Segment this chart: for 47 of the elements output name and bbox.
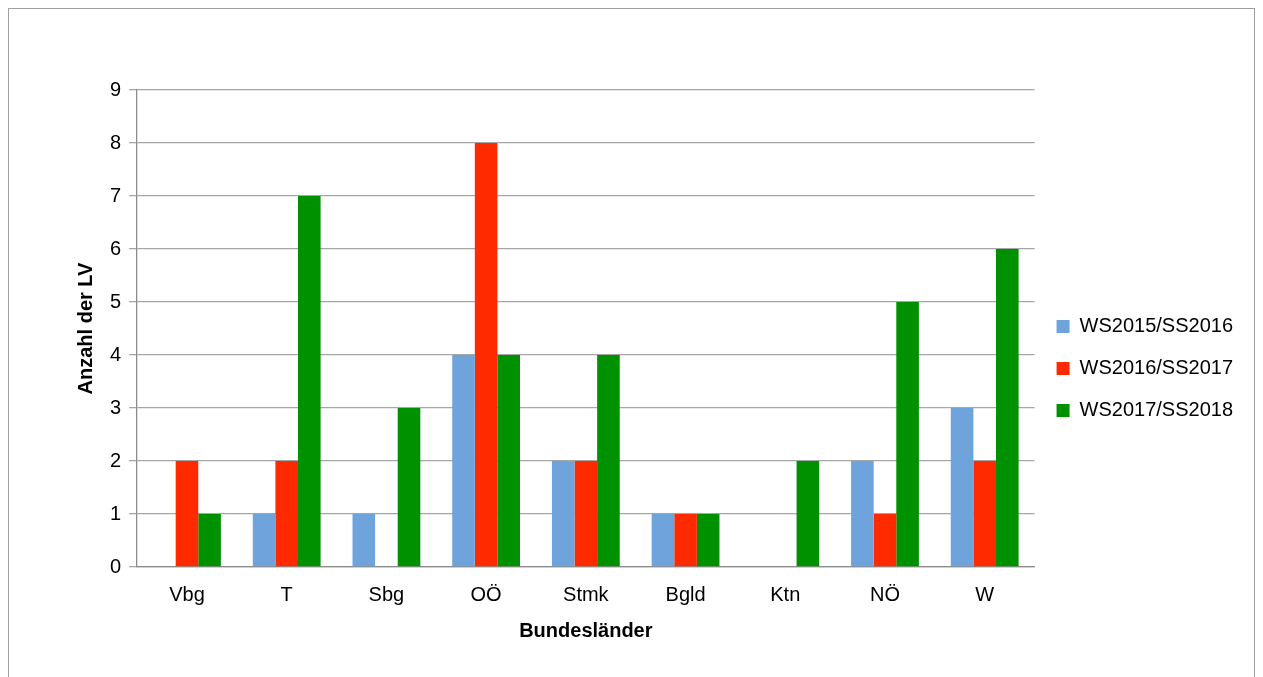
y-tick-label: 3 xyxy=(110,395,122,418)
y-tick-label: 8 xyxy=(110,130,122,153)
bar xyxy=(497,355,521,567)
y-tick-label: 7 xyxy=(110,183,122,206)
bar xyxy=(651,514,675,567)
bar xyxy=(298,196,321,567)
bar xyxy=(973,461,997,567)
bar xyxy=(474,143,498,567)
x-tick-label: T xyxy=(280,582,293,605)
bar xyxy=(574,461,598,567)
y-tick-label: 2 xyxy=(110,448,122,471)
bar xyxy=(252,514,276,567)
x-tick-label: Stmk xyxy=(563,582,610,605)
y-tick-label: 4 xyxy=(110,342,122,365)
y-tick-label: 5 xyxy=(110,289,122,312)
legend-label: WS2015/SS2016 xyxy=(1079,314,1233,337)
x-tick-label: OÖ xyxy=(470,582,502,605)
legend-label: WS2016/SS2017 xyxy=(1079,356,1233,379)
bar xyxy=(397,408,421,567)
bar xyxy=(452,355,475,567)
bar xyxy=(674,514,697,567)
bar xyxy=(796,461,820,567)
y-axis-title: Anzahl der LV xyxy=(73,261,96,395)
bar xyxy=(851,461,874,567)
y-tick-label: 1 xyxy=(110,501,122,524)
x-tick-label: Vbg xyxy=(169,582,205,605)
x-tick-label: W xyxy=(975,582,995,605)
legend-label: WS2017/SS2018 xyxy=(1079,398,1233,421)
bar xyxy=(950,408,974,567)
x-tick-label: Bgld xyxy=(665,582,706,605)
x-tick-label: Ktn xyxy=(770,582,801,605)
bar xyxy=(896,302,919,567)
bar xyxy=(597,355,620,567)
bar xyxy=(551,461,575,567)
x-tick-label: NÖ xyxy=(869,582,900,605)
y-tick-label: 6 xyxy=(110,236,122,259)
bar xyxy=(873,514,897,567)
bar xyxy=(352,514,376,567)
bar xyxy=(996,249,1019,567)
bar xyxy=(275,461,298,567)
bar xyxy=(198,514,221,567)
bar xyxy=(175,461,199,567)
y-tick-label: 0 xyxy=(110,554,122,577)
bar xyxy=(696,514,720,567)
y-tick-label: 9 xyxy=(110,77,122,100)
x-tick-label: Sbg xyxy=(368,582,405,605)
x-axis-title: Bundesländer xyxy=(519,618,653,641)
